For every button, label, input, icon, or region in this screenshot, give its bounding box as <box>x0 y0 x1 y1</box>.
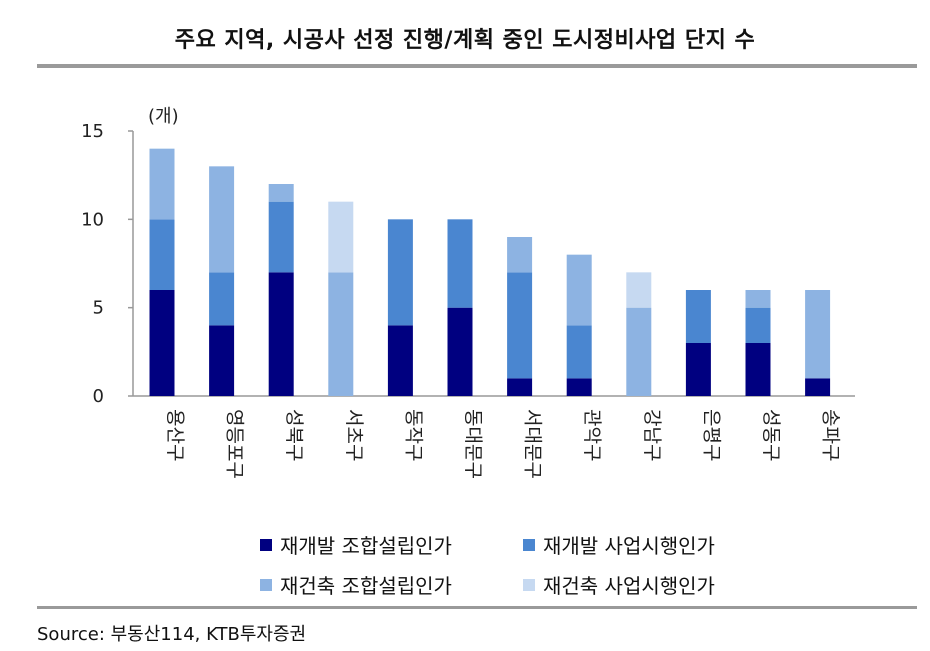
bar-segment <box>507 237 533 273</box>
bar-segment <box>149 219 175 290</box>
bar-segment <box>268 184 294 202</box>
bar-segment <box>268 272 294 396</box>
category-label: 서초구 <box>343 409 365 461</box>
legend-swatch <box>260 578 272 591</box>
bar-segment <box>209 166 235 273</box>
category-label: 성동구 <box>760 409 782 461</box>
legend-swatch <box>523 538 535 551</box>
category-label: 강남구 <box>641 409 663 461</box>
bottom-divider <box>37 606 917 609</box>
y-tick-label: 0 <box>93 386 104 407</box>
top-divider <box>37 64 917 68</box>
category-label: 관악구 <box>581 409 603 461</box>
bar-segment <box>149 290 175 396</box>
legend-swatch <box>260 538 272 551</box>
bar-segment <box>387 325 413 396</box>
bar-segment <box>566 378 592 396</box>
category-label: 동작구 <box>402 409 424 461</box>
legend-swatch <box>523 578 535 591</box>
bar-segment <box>745 307 771 343</box>
bar-segment <box>507 272 533 379</box>
category-label: 성북구 <box>283 409 305 461</box>
bar-segment <box>387 219 413 326</box>
y-tick-label: 10 <box>81 209 104 230</box>
bar-segment <box>149 148 175 220</box>
legend-label: 재개발 조합설립인가 <box>280 534 452 558</box>
bar-segment <box>626 307 652 396</box>
bar-segment <box>447 307 473 396</box>
bar-segment <box>685 343 711 396</box>
legend-item: 재개발 사업시행인가 <box>523 530 715 559</box>
bar-segment <box>507 378 533 396</box>
bar-segment <box>626 272 652 308</box>
y-unit-label: (개) <box>148 106 179 127</box>
bar-segment <box>566 254 592 326</box>
chart-title: 주요 지역, 시공사 선정 진행/계획 중인 도시정비사업 단지 수 <box>174 28 756 53</box>
legend-label: 재건축 조합설립인가 <box>280 574 452 598</box>
y-tick-label: 15 <box>81 121 104 142</box>
y-tick-label: 5 <box>93 298 104 319</box>
legend-label: 재건축 사업시행인가 <box>543 574 715 598</box>
bar-segment <box>209 272 235 326</box>
legend-item: 재건축 조합설립인가 <box>260 570 452 599</box>
bar-segment <box>447 219 473 308</box>
bar-segment <box>745 343 771 396</box>
legend-item: 재개발 조합설립인가 <box>260 530 452 559</box>
source-note: Source: 부동산114, KTB투자증권 <box>37 624 307 645</box>
category-label: 용산구 <box>164 409 186 461</box>
bar-segment <box>566 325 592 379</box>
category-label: 송파구 <box>820 409 842 461</box>
category-label: 동대문구 <box>462 409 484 479</box>
legend-item: 재건축 사업시행인가 <box>523 570 715 599</box>
category-label: 영등포구 <box>224 409 246 479</box>
bar-segment <box>209 325 235 396</box>
bar-segment <box>685 290 711 343</box>
bar-segment <box>805 378 831 396</box>
bar-segment <box>328 272 354 396</box>
bar-segment <box>268 201 294 273</box>
bar-segment <box>745 290 771 308</box>
category-label: 은평구 <box>700 409 722 461</box>
bar-segment <box>328 201 354 273</box>
legend-label: 재개발 사업시행인가 <box>543 534 715 558</box>
category-label: 서대문구 <box>522 409 544 479</box>
bar-segment <box>805 290 831 379</box>
